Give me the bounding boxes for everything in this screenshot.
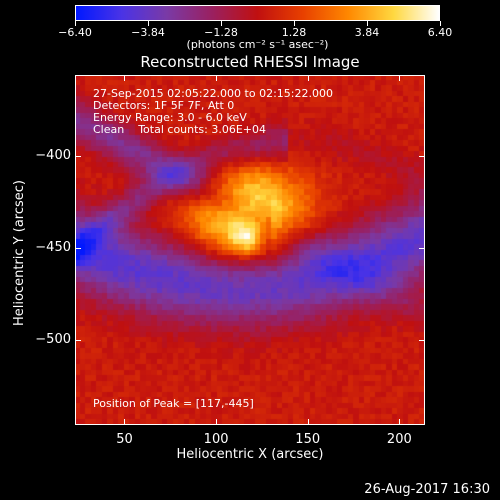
colorbar (75, 5, 440, 21)
colorbar-tick-mark (367, 21, 368, 26)
y-tick-mark (419, 156, 425, 158)
timestamp: 26-Aug-2017 16:30 (364, 482, 490, 497)
x-tick-mark (399, 419, 401, 425)
y-tick-label: −400 (35, 148, 71, 164)
colorbar-tick-label: −6.40 (58, 26, 92, 39)
x-tick-mark (399, 75, 401, 81)
colorbar-tick-label: −1.28 (204, 26, 238, 39)
colorbar-units: (photons cm⁻² s⁻¹ asec⁻²) (186, 38, 329, 51)
heatmap-image (75, 75, 425, 425)
colorbar-tick-mark (75, 21, 76, 26)
colorbar-tick-mark (221, 21, 222, 26)
colorbar-tick-label: 3.84 (354, 26, 380, 39)
annotation-time-range: 27-Sep-2015 02:05:22.000 to 02:15:22.000 (93, 87, 333, 100)
x-tick-mark (307, 419, 309, 425)
chart-title: Reconstructed RHESSI Image (140, 53, 360, 71)
x-tick-mark (307, 75, 309, 81)
colorbar-tick-label: −3.84 (131, 26, 165, 39)
y-tick-label: −450 (35, 240, 71, 256)
x-tick-label: 50 (116, 432, 133, 447)
annotation-peak-position: Position of Peak = [117,-445] (93, 397, 254, 410)
x-tick-mark (216, 75, 218, 81)
x-tick-label: 100 (203, 432, 229, 447)
colorbar-tick-label: 6.40 (427, 26, 453, 39)
x-tick-label: 200 (386, 432, 412, 447)
colorbar-tick-label: 1.28 (281, 26, 307, 39)
annotation-energy-range: Energy Range: 3.0 - 6.0 keV (93, 111, 247, 124)
annotation-detectors: Detectors: 1F 5F 7F, Att 0 (93, 99, 235, 112)
colorbar-tick-mark (294, 21, 295, 26)
y-tick-mark (419, 248, 425, 250)
colorbar-tick-mark (148, 21, 149, 26)
y-tick-mark (75, 248, 81, 250)
y-tick-label: −500 (35, 332, 71, 348)
y-axis-label: Heliocentric Y (arcsec) (12, 180, 27, 326)
y-tick-mark (75, 340, 81, 342)
x-axis-label: Heliocentric X (arcsec) (176, 447, 324, 462)
x-tick-mark (124, 75, 126, 81)
x-tick-mark (216, 419, 218, 425)
colorbar-tick-mark (440, 21, 441, 26)
annotation-clean-counts: Clean Total counts: 3.06E+04 (93, 123, 267, 136)
y-tick-mark (419, 340, 425, 342)
x-tick-label: 150 (295, 432, 321, 447)
y-tick-mark (75, 156, 81, 158)
x-tick-mark (124, 419, 126, 425)
